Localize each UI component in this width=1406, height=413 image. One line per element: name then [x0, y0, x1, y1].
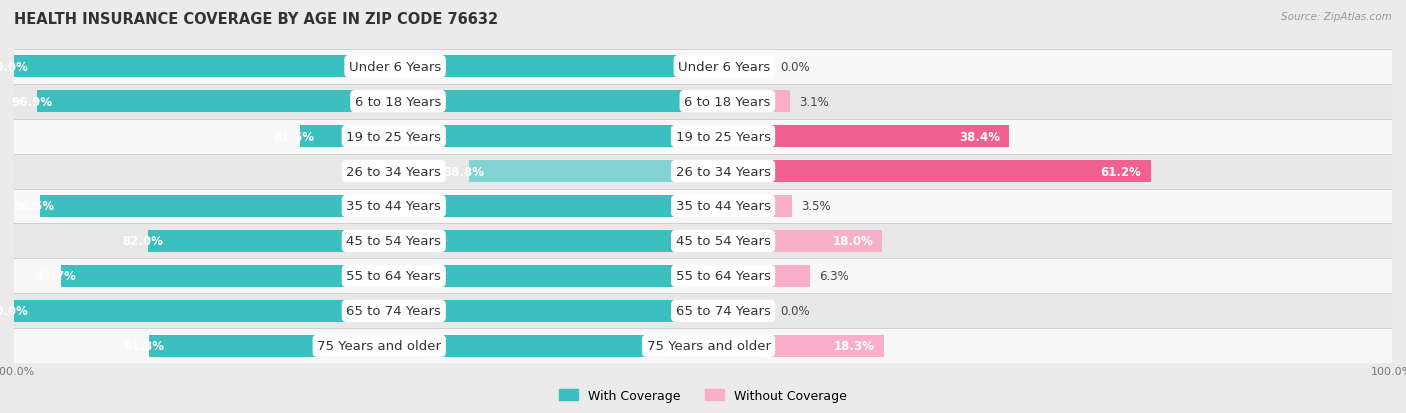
Bar	[770, 266, 810, 287]
Bar	[758, 189, 1392, 224]
Text: 82.0%: 82.0%	[122, 235, 163, 248]
Text: 38.4%: 38.4%	[959, 130, 1000, 143]
Bar	[14, 300, 758, 322]
Text: 6.3%: 6.3%	[820, 270, 849, 283]
Bar	[14, 154, 758, 189]
Text: Source: ZipAtlas.com: Source: ZipAtlas.com	[1281, 12, 1392, 22]
Bar	[37, 91, 758, 113]
Text: 96.5%: 96.5%	[14, 200, 55, 213]
Text: 45 to 54 Years: 45 to 54 Years	[676, 235, 770, 248]
Text: 19 to 25 Years: 19 to 25 Years	[675, 130, 770, 143]
Bar	[299, 126, 758, 147]
Text: 100.0%: 100.0%	[0, 61, 30, 74]
Bar	[770, 196, 793, 217]
Bar	[14, 84, 758, 119]
Bar	[770, 91, 790, 113]
Bar	[14, 50, 758, 84]
Bar	[758, 329, 1392, 363]
Bar	[14, 259, 758, 294]
Text: 65 to 74 Years: 65 to 74 Years	[346, 305, 441, 318]
Text: 93.7%: 93.7%	[35, 270, 76, 283]
Text: 3.1%: 3.1%	[799, 95, 830, 108]
Bar	[470, 161, 758, 183]
Text: Under 6 Years: Under 6 Years	[678, 61, 770, 74]
Text: 75 Years and older: 75 Years and older	[647, 339, 770, 352]
Text: 18.3%: 18.3%	[834, 339, 875, 352]
Bar	[770, 335, 884, 357]
Text: 55 to 64 Years: 55 to 64 Years	[676, 270, 770, 283]
Bar	[14, 294, 758, 329]
Text: 0.0%: 0.0%	[780, 61, 810, 74]
Bar	[149, 335, 758, 357]
Bar	[14, 224, 758, 259]
Text: 61.2%: 61.2%	[1101, 165, 1142, 178]
Text: 75 Years and older: 75 Years and older	[318, 339, 441, 352]
Text: 81.8%: 81.8%	[124, 339, 165, 352]
Bar	[758, 154, 1392, 189]
Text: 19 to 25 Years: 19 to 25 Years	[346, 130, 441, 143]
Bar	[758, 224, 1392, 259]
Text: 26 to 34 Years: 26 to 34 Years	[346, 165, 441, 178]
Bar	[758, 50, 1392, 84]
Bar	[770, 230, 883, 252]
Legend: With Coverage, Without Coverage: With Coverage, Without Coverage	[554, 384, 852, 407]
Text: 3.5%: 3.5%	[801, 200, 831, 213]
Bar	[758, 259, 1392, 294]
Bar	[60, 266, 758, 287]
Bar	[14, 119, 758, 154]
Text: 65 to 74 Years: 65 to 74 Years	[676, 305, 770, 318]
Text: 100.0%: 100.0%	[0, 305, 30, 318]
Bar	[41, 196, 758, 217]
Text: 35 to 44 Years: 35 to 44 Years	[676, 200, 770, 213]
Bar	[14, 189, 758, 224]
Bar	[14, 329, 758, 363]
Text: 26 to 34 Years: 26 to 34 Years	[676, 165, 770, 178]
Bar	[770, 126, 1010, 147]
Text: 38.8%: 38.8%	[443, 165, 484, 178]
Bar	[148, 230, 758, 252]
Text: 35 to 44 Years: 35 to 44 Years	[346, 200, 441, 213]
Text: 6 to 18 Years: 6 to 18 Years	[685, 95, 770, 108]
Bar	[758, 294, 1392, 329]
Text: 6 to 18 Years: 6 to 18 Years	[354, 95, 441, 108]
Bar	[770, 161, 1152, 183]
Text: 45 to 54 Years: 45 to 54 Years	[346, 235, 441, 248]
Text: 18.0%: 18.0%	[832, 235, 873, 248]
Text: 61.6%: 61.6%	[274, 130, 315, 143]
Text: 55 to 64 Years: 55 to 64 Years	[346, 270, 441, 283]
Text: 96.9%: 96.9%	[11, 95, 52, 108]
Bar	[14, 56, 758, 78]
Bar	[758, 84, 1392, 119]
Bar	[758, 119, 1392, 154]
Text: Under 6 Years: Under 6 Years	[349, 61, 441, 74]
Text: 0.0%: 0.0%	[780, 305, 810, 318]
Text: HEALTH INSURANCE COVERAGE BY AGE IN ZIP CODE 76632: HEALTH INSURANCE COVERAGE BY AGE IN ZIP …	[14, 12, 498, 27]
